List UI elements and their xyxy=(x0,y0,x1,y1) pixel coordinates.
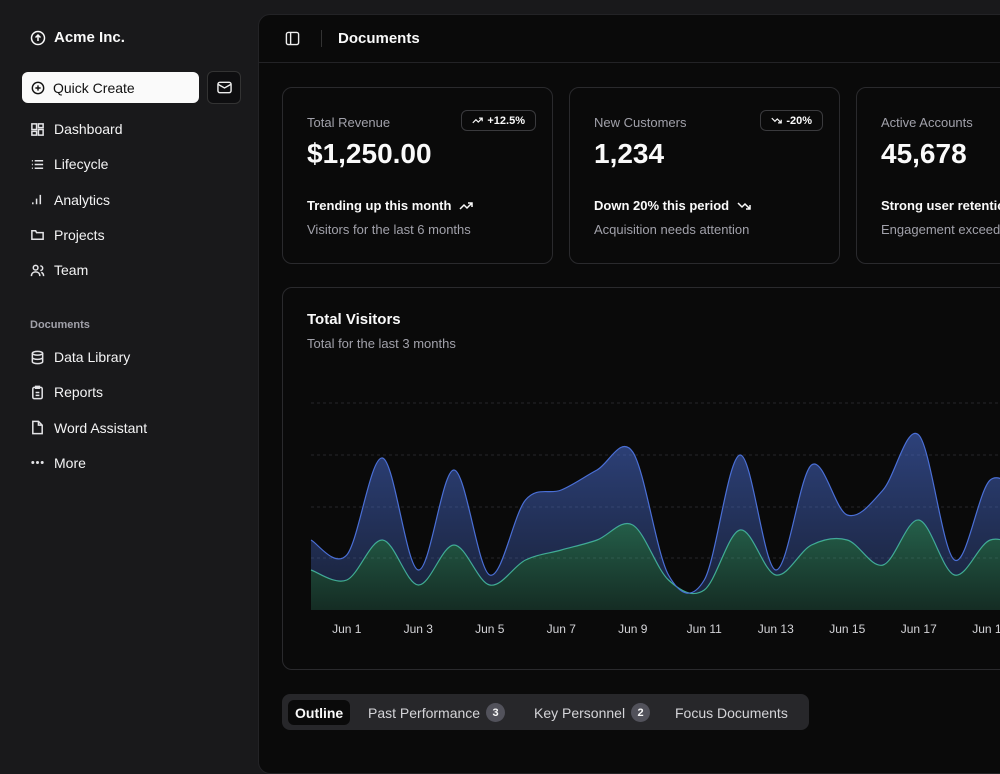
stat-card: Total Revenue +12.5% $1,250.00 Trending up … xyxy=(282,87,553,264)
mail-icon xyxy=(216,81,232,94)
nav-icon xyxy=(31,159,44,169)
x-tick-label: Jun 9 xyxy=(618,622,648,636)
area-line xyxy=(310,432,1000,594)
area xyxy=(311,433,1000,594)
divider xyxy=(321,30,322,47)
nav-item[interactable]: Lifecycle xyxy=(30,156,108,172)
nav-item[interactable]: Team xyxy=(30,262,88,278)
page-title: Documents xyxy=(338,30,420,47)
nav-label: Word Assistant xyxy=(54,419,148,436)
nav-item[interactable]: Word Assistant xyxy=(30,420,147,436)
quick-create-button[interactable]: Quick Create xyxy=(22,72,199,103)
trend-badge: +12.5% xyxy=(461,110,536,131)
nav-label: Data Library xyxy=(54,349,131,365)
nav-label: Team xyxy=(54,262,89,279)
stat-note: Acquisition needs attention xyxy=(594,222,750,237)
stat-card: New Customers -20% 1,234 Down 20% this peri… xyxy=(569,87,840,264)
brand-name: Acme Inc. xyxy=(54,29,125,46)
tab-count: 2 xyxy=(631,703,651,722)
badge-icon xyxy=(771,117,783,124)
section-label: Documents xyxy=(30,319,90,331)
stat-trend: Strong user retention rate xyxy=(881,198,1000,213)
area xyxy=(311,519,1000,610)
brand-icon xyxy=(30,30,46,45)
nav-icon xyxy=(32,194,42,205)
x-tick-label: Jun 13 xyxy=(758,622,794,636)
trend-icon xyxy=(459,201,474,210)
nav-icon xyxy=(32,420,43,435)
x-tick-label: Jun 3 xyxy=(404,622,434,636)
stat-value: 45,678 xyxy=(881,138,967,169)
tab[interactable]: Key Personnel 2 xyxy=(527,700,657,725)
badge-text: +12.5% xyxy=(487,114,525,127)
badge-icon xyxy=(472,117,484,124)
nav-label: Dashboard xyxy=(54,121,123,137)
nav-icon xyxy=(31,122,44,136)
tab[interactable]: Focus Documents xyxy=(668,700,795,725)
header-border xyxy=(259,62,1000,63)
stat-label: Total Revenue xyxy=(307,115,391,130)
nav-item[interactable]: Reports xyxy=(30,384,103,400)
badge-text: -20% xyxy=(786,114,812,127)
tab-label: Past Performance xyxy=(368,704,481,721)
stat-value: $1,250.00 xyxy=(307,138,432,169)
stat-note: Visitors for the last 6 months xyxy=(307,222,471,237)
chart-subtitle: Total for the last 3 months xyxy=(307,336,456,351)
tab-label: Key Personnel xyxy=(534,704,626,721)
x-tick-label: Jun 15 xyxy=(829,622,865,636)
nav-item[interactable]: Analytics xyxy=(30,192,110,208)
stat-label: New Customers xyxy=(594,115,687,130)
quick-create-label: Quick Create xyxy=(53,79,135,96)
nav-item[interactable]: More xyxy=(30,455,86,471)
x-tick-label: Jun 7 xyxy=(547,622,577,636)
area-chart: Jun 1 Jun 3 Jun 5 Jun 7 Jun 9 Jun 11 Jun 13 Jun… xyxy=(310,402,1000,636)
nav-label: Lifecycle xyxy=(54,156,109,173)
nav-icon xyxy=(30,264,45,276)
nav-item[interactable]: Projects xyxy=(30,227,105,243)
trend-text: Down 20% this period xyxy=(594,198,730,213)
nav-label: Analytics xyxy=(54,191,111,208)
brand[interactable]: Acme Inc. xyxy=(30,29,125,46)
nav-icon xyxy=(31,350,44,364)
nav-item[interactable]: Dashboard xyxy=(30,121,123,137)
nav-label: Reports xyxy=(54,384,104,401)
sidebar-toggle[interactable] xyxy=(285,31,300,46)
tab-count: 3 xyxy=(486,703,506,722)
tab[interactable]: Outline xyxy=(288,700,351,725)
chart-title: Total Visitors xyxy=(307,311,401,328)
inbox-button[interactable] xyxy=(207,71,241,104)
tab-label: Outline xyxy=(295,704,344,721)
trend-icon xyxy=(737,201,751,210)
nav-item[interactable]: Data Library xyxy=(30,349,130,365)
trend-text: Trending up this month xyxy=(307,198,452,213)
stat-trend: Down 20% this period xyxy=(594,198,751,213)
app: Acme Inc. Quick Create Dashboard Lifecycl… xyxy=(22,14,1000,774)
x-tick-label: Jun 5 xyxy=(475,622,505,636)
nav-label: More xyxy=(54,454,86,471)
plus-icon xyxy=(31,81,45,94)
x-tick-label: Jun 1 xyxy=(332,622,362,636)
stat-label: Active Accounts xyxy=(881,115,973,130)
tab[interactable]: Past Performance 3 xyxy=(361,700,512,725)
x-tick-label: Jun 11 xyxy=(687,622,722,636)
stat-value: 1,234 xyxy=(594,138,665,169)
trend-badge: -20% xyxy=(760,110,823,131)
nav-icon xyxy=(32,385,43,400)
nav-icon xyxy=(31,230,44,241)
tab-bar: Outline Past Performance 3 Key Personnel 2 Fo… xyxy=(282,694,809,730)
x-tick-label: Jun 19 xyxy=(972,622,1000,636)
stat-trend: Trending up this month xyxy=(307,198,474,213)
x-tick-label: Jun 17 xyxy=(901,622,937,636)
main-panel: Documents Total Revenue +12.5% $1,250.00 Tr… xyxy=(258,14,1000,774)
nav-label: Projects xyxy=(54,226,105,243)
nav-icon xyxy=(31,461,44,465)
tab-label: Focus Documents xyxy=(675,704,788,721)
stat-note: Engagement exceed targets xyxy=(881,222,1000,237)
chart-card: Total Visitors Total for the last 3 mont… xyxy=(282,287,1000,670)
stat-card: Active Accounts 45,678 Strong user retenti… xyxy=(856,87,1000,264)
trend-text: Strong user retention rate xyxy=(881,198,1000,213)
